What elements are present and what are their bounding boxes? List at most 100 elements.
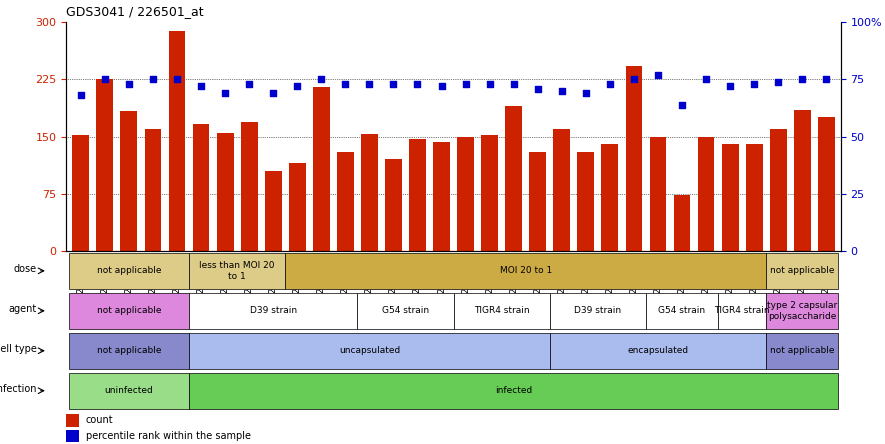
Bar [721, 144, 739, 251]
Point [146, 76, 160, 83]
Bar [66, 414, 79, 427]
Bar [385, 159, 402, 251]
Bar [409, 139, 426, 251]
Bar [529, 152, 546, 251]
Point [387, 80, 401, 87]
Bar [361, 134, 378, 251]
Bar [433, 142, 450, 251]
Point [362, 80, 376, 87]
Point [218, 90, 232, 97]
Point [723, 83, 737, 90]
Bar [794, 110, 811, 251]
Bar [189, 293, 358, 329]
Text: uncapsulated: uncapsulated [339, 346, 400, 355]
Point [314, 76, 328, 83]
Bar [481, 135, 498, 251]
Bar [217, 133, 234, 251]
Bar [505, 106, 522, 251]
Point [506, 80, 520, 87]
Point [675, 101, 689, 108]
Text: MOI 20 to 1: MOI 20 to 1 [500, 266, 552, 275]
Bar [650, 137, 666, 251]
Text: not applicable: not applicable [96, 306, 161, 315]
Point [699, 76, 713, 83]
Point [97, 76, 112, 83]
Bar [746, 144, 763, 251]
Text: encapsulated: encapsulated [627, 346, 689, 355]
Text: G54 strain: G54 strain [658, 306, 705, 315]
Text: D39 strain: D39 strain [574, 306, 621, 315]
Text: not applicable: not applicable [96, 266, 161, 275]
Bar [550, 333, 766, 369]
Text: TIGR4 strain: TIGR4 strain [473, 306, 529, 315]
Point [482, 80, 496, 87]
Bar [69, 333, 189, 369]
Bar [577, 152, 594, 251]
Point [266, 90, 281, 97]
Bar [313, 87, 330, 251]
Bar [189, 253, 285, 289]
Point [531, 85, 545, 92]
Text: count: count [86, 415, 113, 425]
Bar [69, 373, 189, 408]
Point [338, 80, 352, 87]
Text: dose: dose [13, 264, 36, 274]
Point [242, 80, 257, 87]
Bar [241, 122, 258, 251]
Point [579, 90, 593, 97]
Bar [602, 144, 619, 251]
Bar [337, 152, 354, 251]
Point [627, 76, 641, 83]
Bar [265, 171, 281, 251]
Text: not applicable: not applicable [96, 346, 161, 355]
Text: type 2 capsular
polysaccharide: type 2 capsular polysaccharide [767, 301, 837, 321]
Point [290, 83, 304, 90]
Text: agent: agent [8, 304, 36, 314]
Bar [766, 333, 838, 369]
Point [555, 87, 569, 95]
Point [771, 78, 785, 85]
Point [411, 80, 425, 87]
Bar [673, 195, 690, 251]
Bar [718, 293, 766, 329]
Bar [189, 333, 550, 369]
Text: GDS3041 / 226501_at: GDS3041 / 226501_at [66, 5, 204, 18]
Text: D39 strain: D39 strain [250, 306, 296, 315]
Text: infection: infection [0, 384, 36, 394]
Text: cell type: cell type [0, 344, 36, 354]
Point [603, 80, 617, 87]
Point [170, 76, 184, 83]
Bar [69, 293, 189, 329]
Bar [553, 129, 570, 251]
Bar [626, 67, 643, 251]
Bar [289, 163, 305, 251]
Bar [66, 430, 79, 442]
Point [194, 83, 208, 90]
Bar [770, 129, 787, 251]
Point [73, 92, 88, 99]
Bar [189, 373, 838, 408]
Point [458, 80, 473, 87]
Bar [453, 293, 550, 329]
Bar [646, 293, 718, 329]
Point [435, 83, 449, 90]
Text: uninfected: uninfected [104, 386, 153, 395]
Bar [458, 137, 474, 251]
Text: not applicable: not applicable [770, 346, 835, 355]
Text: percentile rank within the sample: percentile rank within the sample [86, 431, 250, 441]
Text: G54 strain: G54 strain [382, 306, 429, 315]
Bar [766, 293, 838, 329]
Bar [69, 253, 189, 289]
Text: not applicable: not applicable [770, 266, 835, 275]
Bar [550, 293, 646, 329]
Point [747, 80, 761, 87]
Text: less than MOI 20
to 1: less than MOI 20 to 1 [199, 261, 275, 281]
Point [650, 71, 665, 78]
Bar [285, 253, 766, 289]
Bar [168, 32, 186, 251]
Text: infected: infected [495, 386, 532, 395]
Bar [766, 253, 838, 289]
Bar [73, 135, 89, 251]
Bar [818, 118, 835, 251]
Bar [697, 137, 714, 251]
